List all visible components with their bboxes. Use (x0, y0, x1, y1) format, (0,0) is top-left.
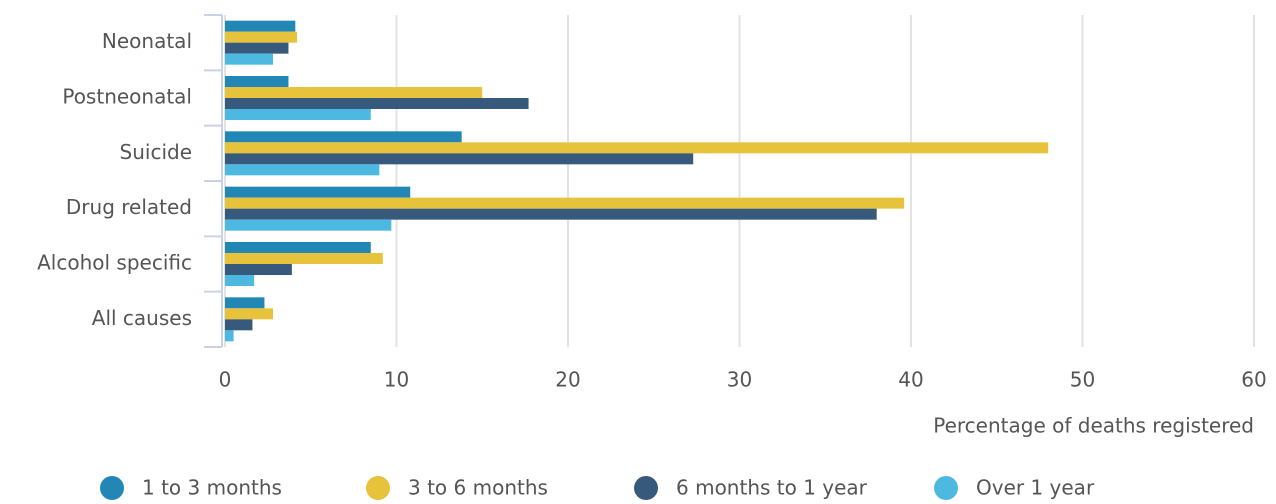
bar (225, 142, 1049, 154)
bar (225, 164, 380, 176)
x-tick-label: 20 (555, 368, 580, 392)
bar (225, 264, 292, 275)
legend-label: 6 months to 1 year (676, 476, 868, 500)
legend-label: 3 to 6 months (408, 476, 548, 500)
legend-label: 1 to 3 months (142, 476, 282, 500)
bar (225, 330, 234, 342)
x-tick-label: 0 (219, 368, 232, 392)
bar (225, 197, 905, 209)
bar (225, 87, 483, 98)
bar (225, 242, 371, 253)
bar (225, 20, 296, 32)
x-tick-label: 30 (727, 368, 752, 392)
bar (225, 42, 289, 54)
legend-swatch (634, 476, 658, 500)
legend-swatch (100, 476, 124, 500)
y-tick-label: Neonatal (102, 29, 192, 53)
bar (225, 109, 371, 120)
bar (225, 208, 877, 220)
y-tick-label: Drug related (66, 195, 192, 219)
bar (225, 219, 392, 231)
x-tick-label: 10 (384, 368, 409, 392)
bar (225, 319, 253, 331)
bar (225, 253, 383, 264)
bar (225, 297, 265, 309)
legend-swatch (366, 476, 390, 500)
y-tick-label: Alcohol specific (37, 251, 192, 275)
y-tick-label: All causes (92, 306, 192, 330)
bar (225, 53, 274, 65)
bar (225, 98, 529, 109)
bar (225, 186, 411, 198)
x-axis-label: Percentage of deaths registered (933, 414, 1254, 438)
x-tick-label: 50 (1070, 368, 1095, 392)
y-tick-label: Suicide (120, 140, 192, 164)
bar (225, 31, 298, 43)
bar (225, 76, 289, 87)
bar (225, 131, 462, 143)
x-tick-label: 40 (898, 368, 923, 392)
bar (225, 275, 255, 286)
bar (225, 153, 694, 165)
legend-swatch (934, 476, 958, 500)
legend-label: Over 1 year (976, 476, 1095, 500)
y-tick-label: Postneonatal (62, 85, 192, 109)
bar (225, 308, 274, 320)
x-tick-label: 60 (1241, 368, 1266, 392)
